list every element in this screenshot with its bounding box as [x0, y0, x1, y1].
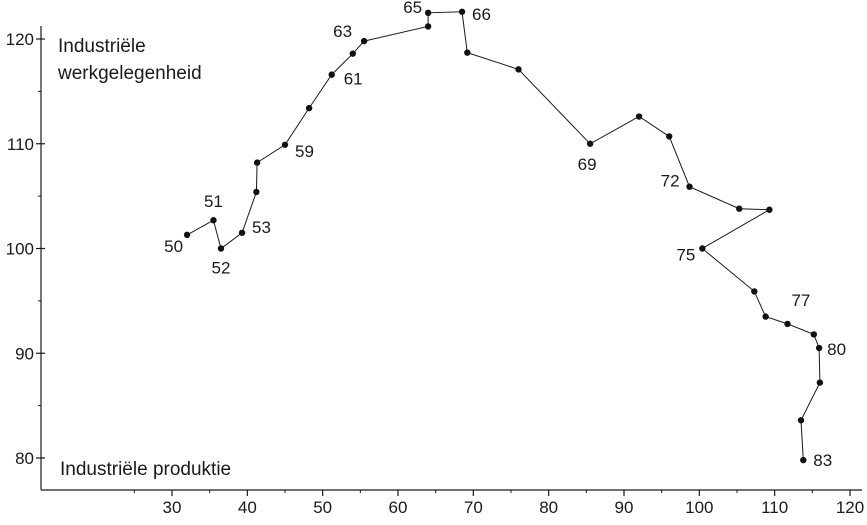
plot-area: 50 51 52 53 59 61 63 65 66 69 72 75 77 80 83 [164, 0, 846, 470]
data-point [797, 417, 805, 424]
x-tick-label: 110 [761, 498, 788, 517]
data-point-label: 63 [333, 22, 352, 41]
x-tick-label: 120 [836, 498, 864, 517]
data-point-label: 51 [204, 192, 223, 211]
y-tick-label: 110 [7, 135, 34, 154]
data-point [281, 141, 289, 148]
x-tick-label: 40 [238, 498, 257, 517]
data-point [635, 113, 643, 120]
y-tick-label: 120 [6, 30, 34, 49]
data-point [762, 313, 769, 320]
data-point-label: 50 [164, 237, 183, 256]
data-point [686, 183, 693, 190]
data-point [210, 217, 217, 224]
data-point-label: 66 [472, 5, 491, 24]
data-point-label: 80 [827, 340, 846, 359]
x-tick-label: 90 [615, 498, 634, 517]
data-point [328, 71, 335, 78]
data-point [424, 23, 432, 30]
data-point [424, 9, 432, 17]
y-tick-label: 80 [15, 449, 34, 468]
data-point [784, 320, 791, 328]
data-point [699, 245, 706, 252]
data-point [515, 66, 522, 73]
data-point [751, 288, 758, 295]
y-tick-label: 90 [15, 344, 34, 363]
x-tick-label: 60 [389, 498, 408, 517]
data-point-label: 69 [578, 155, 597, 174]
data-point-label: 77 [791, 291, 810, 310]
series-line [186, 11, 821, 461]
data-point [349, 50, 356, 57]
data-point-label: 65 [403, 0, 422, 17]
data-point [815, 344, 823, 352]
data-points [183, 8, 824, 464]
data-point-label: 83 [813, 451, 832, 470]
y-axis-label-line-1: Industriële [58, 36, 146, 57]
x-tick-label: 80 [539, 498, 558, 517]
data-point [458, 8, 466, 15]
data-point [586, 140, 594, 147]
data-point [238, 229, 246, 236]
point-labels: 50 51 52 53 59 61 63 65 66 69 72 75 77 80 83 [164, 0, 846, 470]
y-tick-label: 100 [6, 240, 34, 259]
data-point [253, 188, 260, 196]
data-point-label: 53 [252, 218, 271, 237]
x-tick-label: 100 [685, 498, 713, 517]
data-point [766, 206, 773, 213]
data-point [183, 231, 191, 239]
data-point [253, 159, 261, 166]
data-point-label: 61 [344, 70, 363, 89]
x-tick-label: 50 [313, 498, 332, 517]
data-point [816, 379, 824, 386]
data-point [360, 37, 368, 45]
data-point [666, 133, 673, 140]
x-tick-label: 70 [464, 498, 483, 517]
data-point-label: 72 [661, 172, 680, 191]
data-point [217, 245, 225, 252]
data-point-label: 75 [676, 246, 695, 265]
data-point [305, 104, 313, 112]
x-axis-label: Industriële produktie [60, 459, 231, 480]
data-point [464, 49, 471, 56]
data-point [736, 205, 743, 212]
x-tick-label: 30 [163, 498, 182, 517]
data-point-label: 52 [212, 259, 231, 278]
data-point [800, 456, 807, 464]
y-axis-label-line-2: werkgelegenheid [57, 63, 202, 84]
axes: 80 90 100 110 120 30 40 50 60 70 80 90 100 110 120 [6, 26, 864, 517]
data-point [810, 331, 818, 338]
data-point-label: 59 [295, 142, 314, 161]
